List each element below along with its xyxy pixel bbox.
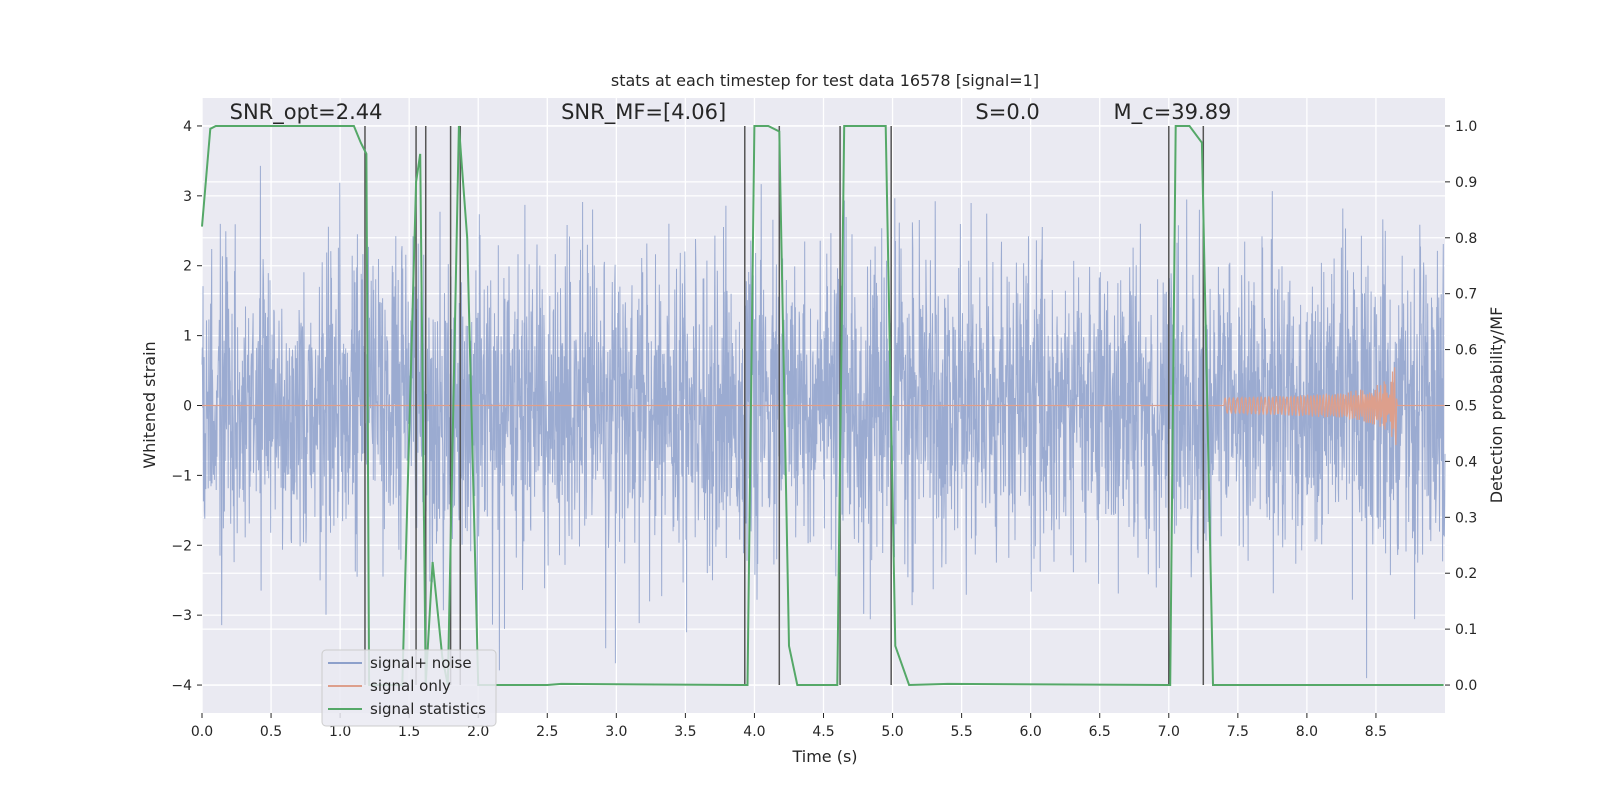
legend-label-noise: signal+ noise <box>370 654 472 672</box>
x-tick-label: 5.0 <box>881 724 903 740</box>
y-right-tick-label: 0.4 <box>1455 454 1477 470</box>
x-tick-label: 0.5 <box>260 724 282 740</box>
x-tick-label: 1.0 <box>329 724 351 740</box>
legend-label-signal: signal only <box>370 677 451 695</box>
y-left-axis-label: Whitened strain <box>140 341 159 468</box>
annotation-label: M_c=39.89 <box>1114 100 1232 125</box>
y-right-tick-label: 0.3 <box>1455 510 1477 526</box>
x-axis-label: Time (s) <box>791 747 857 766</box>
y-right-tick-label: 0.7 <box>1455 287 1477 303</box>
y-right-axis-label: Detection probability/MF <box>1487 307 1506 504</box>
y-left-tick-label: −1 <box>171 468 192 484</box>
annotation-label: SNR_opt=2.44 <box>230 100 383 125</box>
x-tick-label: 4.5 <box>812 724 834 740</box>
x-tick-label: 1.5 <box>398 724 420 740</box>
y-right-tick-label: 1.0 <box>1455 119 1477 135</box>
x-tick-label: 6.5 <box>1089 724 1111 740</box>
annotation-label: SNR_MF=[4.06] <box>561 100 726 125</box>
annotations: SNR_opt=2.44 SNR_MF=[4.06] S=0.0 M_c=39.89 <box>230 100 1232 125</box>
legend-label-statistics: signal statistics <box>370 700 486 718</box>
y-right-tick-label: 0.9 <box>1455 175 1477 191</box>
x-tick-label: 3.5 <box>674 724 696 740</box>
y-right-tick-label: 0.2 <box>1455 566 1477 582</box>
y-right-tick-label: 0.1 <box>1455 622 1477 638</box>
y-left-tick-label: 4 <box>183 119 192 135</box>
legend: signal+ noise signal only signal statist… <box>321 649 497 727</box>
y-left-tick-label: 1 <box>183 329 192 345</box>
y-right-tick-label: 0.5 <box>1455 399 1477 415</box>
annotation-label: S=0.0 <box>975 100 1039 124</box>
y-right-tick-label: 0.6 <box>1455 343 1477 359</box>
x-tick-label: 6.0 <box>1020 724 1042 740</box>
y-right-tick-label: 0.8 <box>1455 231 1477 247</box>
x-tick-label: 8.5 <box>1365 724 1387 740</box>
x-tick-label: 7.5 <box>1227 724 1249 740</box>
x-tick-label: 2.5 <box>536 724 558 740</box>
y-left-tick-label: −3 <box>171 608 192 624</box>
y-right-tick-label: 0.0 <box>1455 678 1477 694</box>
y-left-tick-label: −2 <box>171 538 192 554</box>
y-left-tick-label: 3 <box>183 189 192 205</box>
x-tick-label: 3.0 <box>605 724 627 740</box>
legend-box <box>321 649 497 727</box>
x-tick-label: 8.0 <box>1296 724 1318 740</box>
x-tick-label: 7.0 <box>1158 724 1180 740</box>
x-tick-label: 0.0 <box>191 724 213 740</box>
y-left-tick-label: 0 <box>183 399 192 415</box>
x-tick-label: 4.0 <box>743 724 765 740</box>
x-tick-labels: 0.0 0.5 1.0 1.5 2.0 2.5 3.0 3.5 4.0 4.5 5.0 5.5 6.0 6… <box>191 713 1387 740</box>
y-left-tick-label: −4 <box>171 678 192 694</box>
x-tick-label: 5.5 <box>950 724 972 740</box>
chart-title: stats at each timestep for test data 165… <box>611 71 1039 90</box>
y-right-tick-labels: 1.0 0.9 0.8 0.7 0.6 0.5 0.4 0.3 0.2 0.1 0.0 <box>1445 119 1477 694</box>
y-left-tick-label: 2 <box>183 259 192 275</box>
x-tick-label: 2.0 <box>467 724 489 740</box>
y-left-tick-labels: 4 3 2 1 0 −1 −2 −3 −4 <box>171 119 202 694</box>
